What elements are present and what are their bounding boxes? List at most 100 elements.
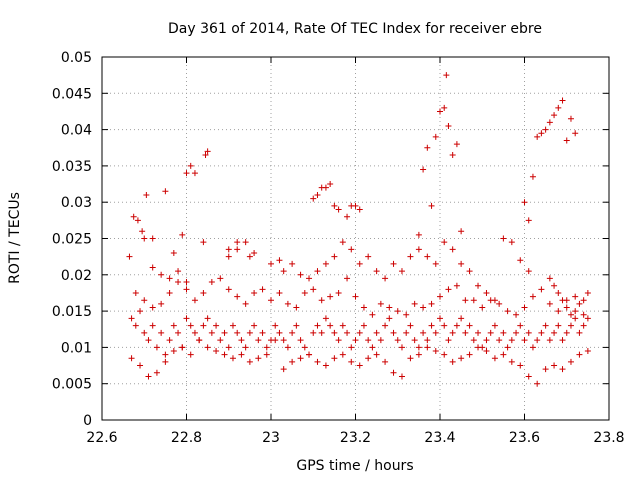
- data-point: [166, 337, 173, 344]
- data-point: [525, 268, 532, 275]
- data-point: [314, 268, 321, 275]
- data-point: [453, 141, 460, 148]
- data-point: [572, 315, 579, 322]
- data-point: [280, 268, 287, 275]
- data-point: [521, 199, 528, 206]
- data-point: [487, 329, 494, 336]
- data-point: [284, 344, 291, 351]
- data-point: [183, 170, 190, 177]
- data-point: [398, 268, 405, 275]
- data-point: [390, 369, 397, 376]
- data-point: [377, 337, 384, 344]
- data-point: [576, 329, 583, 336]
- data-point: [344, 329, 351, 336]
- data-point: [369, 344, 376, 351]
- data-point: [360, 304, 367, 311]
- data-point: [483, 337, 490, 344]
- data-point: [234, 246, 241, 253]
- data-point: [449, 246, 456, 253]
- data-point: [462, 329, 469, 336]
- data-point: [525, 329, 532, 336]
- data-point: [322, 315, 329, 322]
- data-point: [403, 311, 410, 318]
- data-point: [567, 322, 574, 329]
- data-point: [238, 337, 245, 344]
- data-point: [344, 213, 351, 220]
- data-point: [453, 282, 460, 289]
- data-points: [126, 72, 591, 387]
- data-point: [272, 322, 279, 329]
- data-point: [555, 308, 562, 315]
- data-point: [149, 322, 156, 329]
- data-point: [221, 329, 228, 336]
- data-point: [289, 358, 296, 365]
- data-point: [272, 337, 279, 344]
- data-point: [141, 235, 148, 242]
- data-point: [246, 253, 253, 260]
- data-point: [183, 286, 190, 293]
- data-point: [335, 289, 342, 296]
- data-point: [555, 104, 562, 111]
- data-point: [546, 300, 553, 307]
- data-point: [445, 286, 452, 293]
- data-point: [259, 329, 266, 336]
- data-point: [255, 355, 262, 362]
- data-point: [132, 289, 139, 296]
- data-point: [202, 152, 209, 159]
- y-tick-label: 0: [83, 413, 92, 429]
- data-point: [310, 329, 317, 336]
- data-point: [504, 344, 511, 351]
- y-tick-label: 0.025: [52, 232, 92, 248]
- data-point: [576, 351, 583, 358]
- data-point: [137, 308, 144, 315]
- x-tick-label: 22.8: [171, 430, 202, 446]
- data-point: [517, 322, 524, 329]
- data-point: [394, 308, 401, 315]
- data-point: [496, 337, 503, 344]
- data-point: [166, 289, 173, 296]
- data-point: [293, 304, 300, 311]
- data-point: [572, 130, 579, 137]
- data-point: [170, 250, 177, 257]
- data-point: [137, 362, 144, 369]
- data-point: [382, 322, 389, 329]
- data-point: [242, 239, 249, 246]
- data-point: [170, 322, 177, 329]
- data-point: [130, 213, 137, 220]
- data-point: [335, 337, 342, 344]
- data-point: [551, 329, 558, 336]
- data-point: [213, 348, 220, 355]
- data-point: [208, 329, 215, 336]
- data-point: [268, 297, 274, 304]
- data-point: [428, 300, 435, 307]
- data-point: [441, 104, 448, 111]
- y-axis-label: ROTI / TECUs: [7, 192, 23, 284]
- data-point: [521, 337, 528, 344]
- data-point: [306, 275, 313, 282]
- data-point: [314, 358, 321, 365]
- data-point: [179, 344, 186, 351]
- data-point: [183, 279, 190, 286]
- data-point: [162, 188, 169, 195]
- data-point: [162, 351, 169, 358]
- data-point: [445, 122, 452, 129]
- x-tick-label: 23: [262, 430, 280, 446]
- data-point: [508, 239, 515, 246]
- data-point: [580, 311, 587, 318]
- data-point: [306, 351, 313, 358]
- data-point: [538, 329, 545, 336]
- data-point: [289, 329, 296, 336]
- data-point: [170, 348, 177, 355]
- data-point: [529, 344, 536, 351]
- data-point: [251, 289, 258, 296]
- data-point: [546, 337, 553, 344]
- data-point: [322, 260, 329, 267]
- data-point: [437, 108, 443, 115]
- y-tick-label: 0.035: [52, 159, 92, 175]
- data-point: [314, 322, 321, 329]
- data-point: [318, 329, 325, 336]
- data-point: [251, 250, 258, 257]
- data-point: [331, 253, 338, 260]
- data-point: [496, 300, 503, 307]
- data-point: [491, 322, 498, 329]
